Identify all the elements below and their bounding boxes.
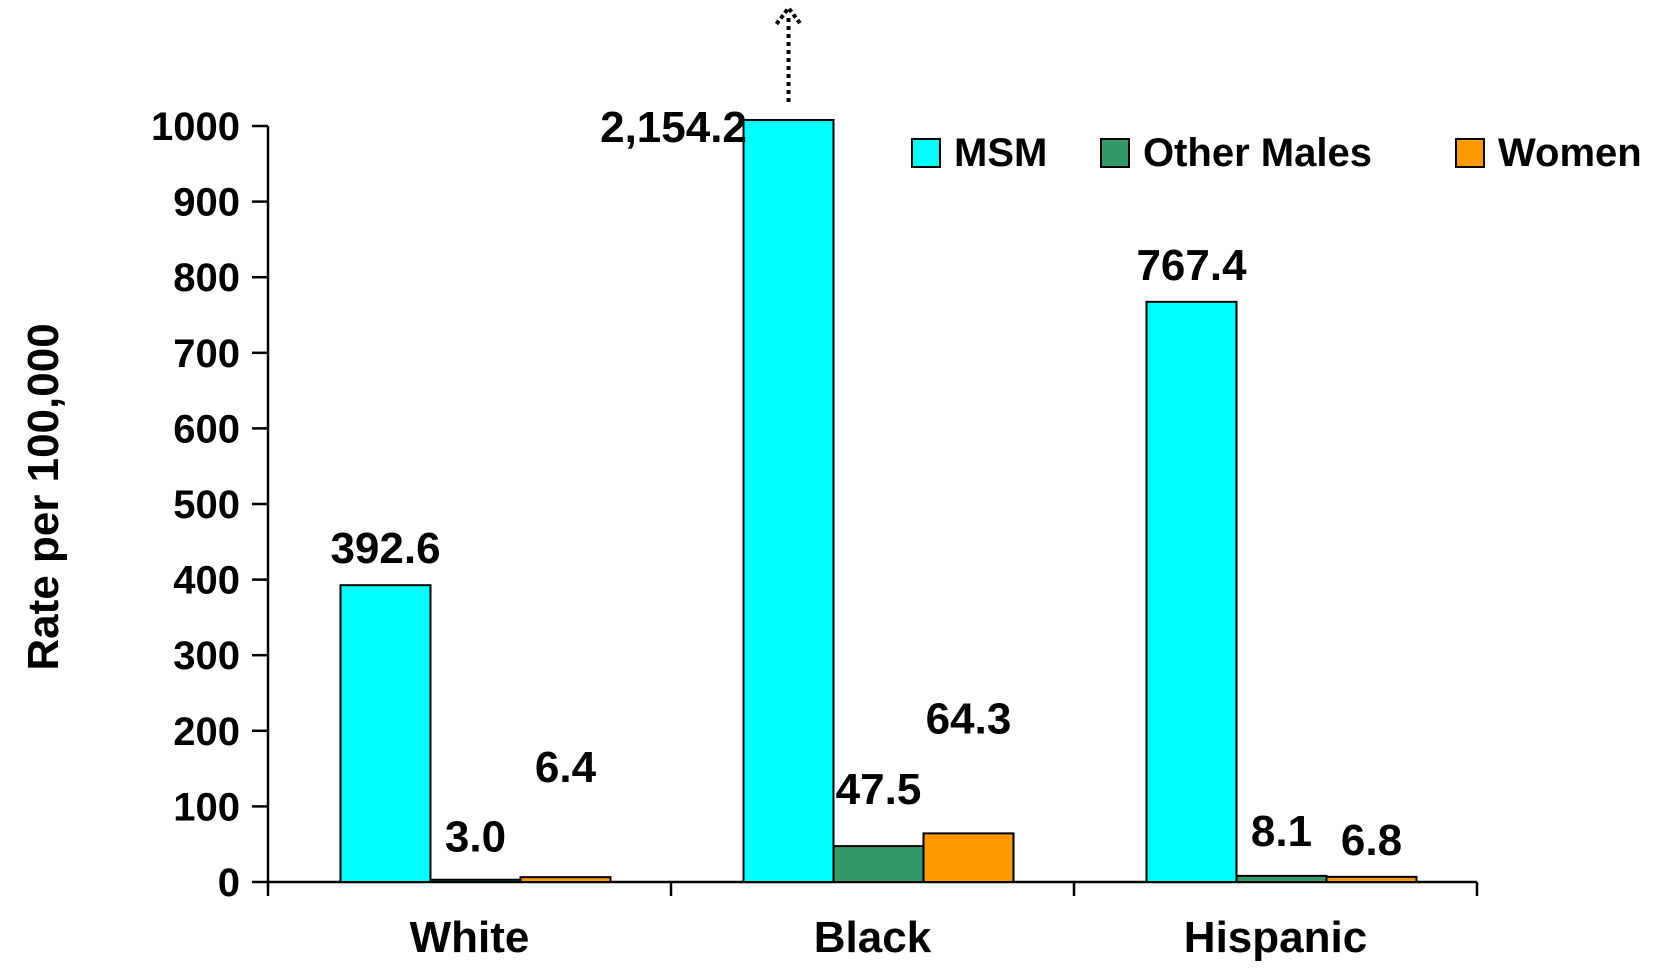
bar-labels: 392.6 3.0 6.4 2,154.2 47.564.3 767.4 8.1 6.8 <box>330 103 1402 865</box>
y-tick-label: 700 <box>173 332 240 376</box>
bar-black-other-males <box>832 845 925 884</box>
bar-white-women <box>519 876 612 884</box>
legend-label-women: Women <box>1498 131 1642 175</box>
y-tick-label: 100 <box>173 785 240 829</box>
bar-label-black-other-males: 47.5 <box>836 765 922 814</box>
y-tick-label: 0 <box>218 861 240 905</box>
bar-label-hispanic-women: 6.8 <box>1341 816 1402 865</box>
x-category-label-hispanic: Hispanic <box>1184 913 1367 962</box>
bar-label-white-women: 6.4 <box>535 743 597 792</box>
y-tick-label: 200 <box>173 710 240 754</box>
legend-swatch-msm <box>911 138 941 168</box>
bar-black-msm <box>742 118 835 883</box>
legend-label-other-males: Other Males <box>1143 131 1372 175</box>
bar-label-hispanic-other-males: 8.1 <box>1251 807 1312 856</box>
bar-hispanic-women <box>1325 875 1418 883</box>
legend-swatch-women <box>1455 138 1485 168</box>
legend-swatch-other-males <box>1100 138 1130 168</box>
y-tick-label: 500 <box>173 483 240 527</box>
y-axis-title-group: Rate per 100,000 <box>19 323 68 670</box>
y-axis-title: Rate per 100,000 <box>19 323 68 670</box>
bar-label-hispanic-msm: 767.4 <box>1136 241 1247 290</box>
x-category-label-white: White <box>410 913 530 962</box>
x-category-label-black: Black <box>814 913 932 962</box>
bar-hispanic-msm <box>1145 300 1238 884</box>
y-ticks: 0 100 200 300 400 500 600 700 800 900 1000 <box>151 105 268 905</box>
overflow-indicator <box>774 4 803 102</box>
legend-label-msm: MSM <box>954 131 1047 175</box>
y-tick-label: 300 <box>173 634 240 678</box>
bar-label-black-msm: 2,154.2 <box>600 103 747 152</box>
y-tick-label: 900 <box>173 181 240 225</box>
legend: MSM Other Males Women <box>911 131 1642 175</box>
y-tick-label: 600 <box>173 407 240 451</box>
bars <box>339 118 1418 884</box>
bar-black-women <box>922 832 1015 884</box>
bar-white-other-males <box>429 878 522 883</box>
bar-label-white-other-males: 3.0 <box>445 813 506 862</box>
category-labels: White Black Hispanic <box>410 913 1368 962</box>
bar-label-black-women: 64.3 <box>926 694 1012 743</box>
y-tick-label: 1000 <box>151 105 240 149</box>
bar-label-white-msm: 392.6 <box>330 524 440 573</box>
y-tick-label: 400 <box>173 559 240 603</box>
bar-white-msm <box>339 584 432 883</box>
y-tick-label: 800 <box>173 256 240 300</box>
bar-hispanic-other-males <box>1235 874 1328 884</box>
